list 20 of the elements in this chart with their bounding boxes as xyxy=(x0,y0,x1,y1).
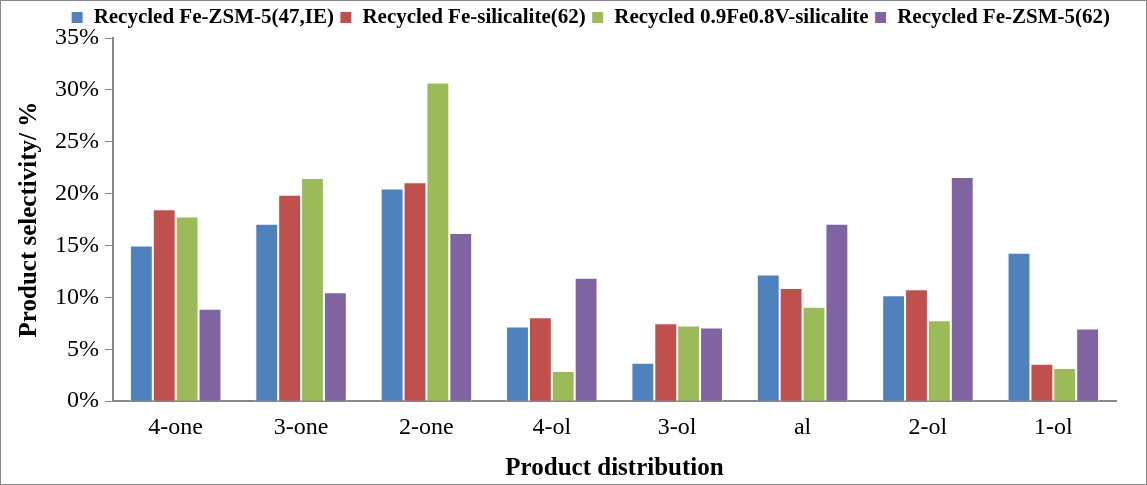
x-tick-label: 3-ol xyxy=(657,412,697,439)
x-tick-label: 2-one xyxy=(399,412,454,439)
legend-label: Recycled Fe-silicalite(62) xyxy=(362,3,586,28)
x-tick-label: 3-one xyxy=(273,412,329,439)
legend-label: Recycled Fe-ZSM-5(62) xyxy=(897,3,1111,28)
y-tick-label: 15% xyxy=(54,230,99,257)
x-axis-title: Product distribution xyxy=(505,453,724,481)
y-tick-label: 5% xyxy=(66,334,99,361)
y-tick-label: 20% xyxy=(54,178,99,205)
y-axis-title: Product selectivity/ % xyxy=(14,101,42,338)
y-tick-label: 25% xyxy=(54,127,99,154)
legend-label: Recycled 0.9Fe0.8V-silicalite xyxy=(614,3,869,28)
x-tick-label: 4-ol xyxy=(532,412,572,439)
x-tick-label: 2-ol xyxy=(908,412,948,439)
x-tick-label: 4-one xyxy=(148,412,204,439)
y-tick-label: 10% xyxy=(54,282,99,309)
x-tick-label: 1-ol xyxy=(1033,412,1073,439)
y-tick-label: 30% xyxy=(54,75,99,102)
x-tick-label: al xyxy=(793,412,812,439)
y-tick-label: 0% xyxy=(66,386,99,413)
